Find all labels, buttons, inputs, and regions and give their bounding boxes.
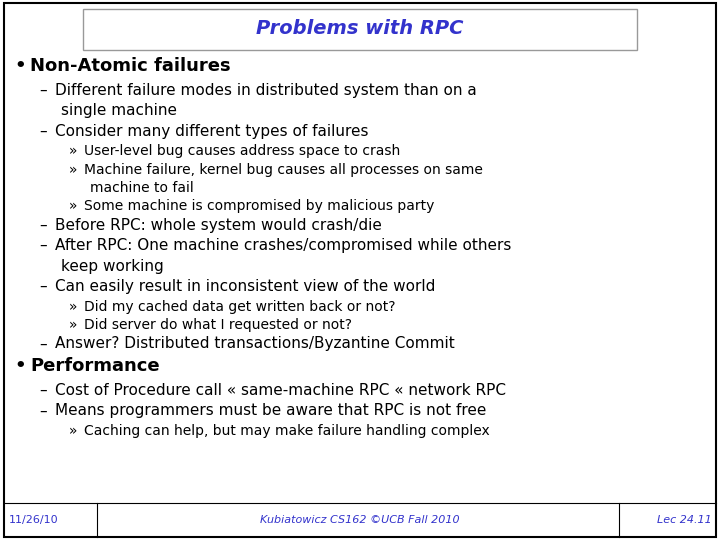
Text: Before RPC: whole system would crash/die: Before RPC: whole system would crash/die (55, 218, 382, 233)
Text: Did server do what I requested or not?: Did server do what I requested or not? (84, 318, 352, 332)
Text: »: » (68, 424, 77, 438)
Text: Machine failure, kernel bug causes all processes on same: Machine failure, kernel bug causes all p… (84, 163, 483, 177)
Text: –: – (40, 279, 48, 294)
Text: Some machine is compromised by malicious party: Some machine is compromised by malicious… (84, 199, 435, 213)
Text: Non-Atomic failures: Non-Atomic failures (30, 57, 231, 75)
Text: Answer? Distributed transactions/Byzantine Commit: Answer? Distributed transactions/Byzanti… (55, 336, 455, 352)
Text: Cost of Procedure call « same-machine RPC « network RPC: Cost of Procedure call « same-machine RP… (55, 383, 506, 398)
Text: »: » (68, 199, 77, 213)
Text: •: • (14, 57, 26, 75)
Text: –: – (40, 124, 48, 139)
Text: »: » (68, 300, 77, 314)
Text: User-level bug causes address space to crash: User-level bug causes address space to c… (84, 144, 400, 158)
Text: machine to fail: machine to fail (90, 181, 194, 195)
Text: »: » (68, 318, 77, 332)
Text: –: – (40, 336, 48, 352)
Text: –: – (40, 238, 48, 253)
Text: »: » (68, 144, 77, 158)
Text: –: – (40, 403, 48, 418)
Text: –: – (40, 383, 48, 398)
Text: Means programmers must be aware that RPC is not free: Means programmers must be aware that RPC… (55, 403, 487, 418)
Bar (83, 9, 637, 50)
Text: Caching can help, but may make failure handling complex: Caching can help, but may make failure h… (84, 424, 490, 438)
Text: Problems with RPC: Problems with RPC (256, 18, 464, 38)
Text: Lec 24.11: Lec 24.11 (657, 515, 711, 525)
Text: single machine: single machine (61, 103, 177, 118)
Text: Did my cached data get written back or not?: Did my cached data get written back or n… (84, 300, 396, 314)
Text: 11/26/10: 11/26/10 (9, 515, 58, 525)
Text: After RPC: One machine crashes/compromised while others: After RPC: One machine crashes/compromis… (55, 238, 512, 253)
Text: Can easily result in inconsistent view of the world: Can easily result in inconsistent view o… (55, 279, 436, 294)
Text: –: – (40, 218, 48, 233)
Text: –: – (40, 83, 48, 98)
Text: Different failure modes in distributed system than on a: Different failure modes in distributed s… (55, 83, 477, 98)
Text: »: » (68, 163, 77, 177)
Text: •: • (14, 357, 26, 375)
Text: keep working: keep working (61, 259, 164, 274)
Text: Consider many different types of failures: Consider many different types of failure… (55, 124, 369, 139)
Text: Performance: Performance (30, 357, 160, 375)
Text: Kubiatowicz CS162 ©UCB Fall 2010: Kubiatowicz CS162 ©UCB Fall 2010 (260, 515, 460, 525)
